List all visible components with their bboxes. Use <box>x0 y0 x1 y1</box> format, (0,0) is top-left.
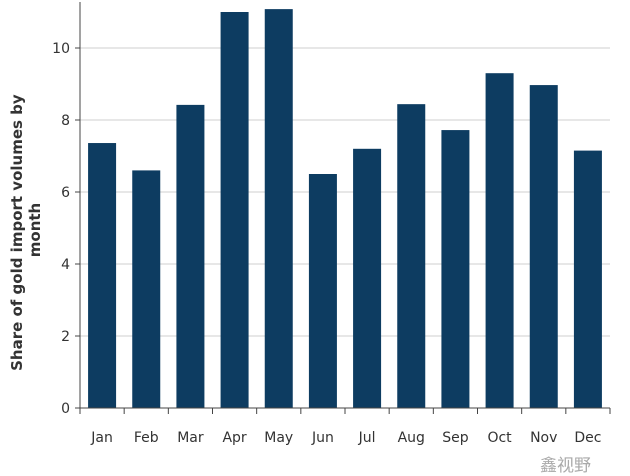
x-tick-label: Feb <box>134 430 159 446</box>
bar-dec <box>573 150 602 408</box>
y-tick-label: 4 <box>61 257 70 273</box>
x-tick-label: Jul <box>358 430 376 446</box>
y-tick-label: 2 <box>61 329 70 345</box>
bar-sep <box>441 130 470 408</box>
bar-may <box>264 9 293 409</box>
x-tick-label: Jan <box>90 430 113 446</box>
x-tick-label: May <box>264 430 293 446</box>
y-tick-label: 8 <box>61 113 70 129</box>
x-tick-label: Apr <box>222 430 246 446</box>
watermark: 鑫视野 <box>540 456 591 476</box>
y-axis-label-line-2: month <box>26 203 44 257</box>
x-tick-label: Sep <box>442 430 469 446</box>
gridlines <box>80 47 610 337</box>
bars <box>88 9 602 409</box>
bar-oct <box>485 73 514 408</box>
x-tick-label: Oct <box>487 430 512 446</box>
y-axis-label: Share of gold import volumes by month <box>8 89 44 371</box>
bar-nov <box>529 85 558 408</box>
y-tick-label: 0 <box>61 401 70 417</box>
bar-jul <box>353 148 382 409</box>
x-tick-label: Aug <box>398 430 425 446</box>
x-tick-label: Jun <box>311 430 334 446</box>
x-tick-label: Mar <box>177 430 204 446</box>
bar-apr <box>220 12 249 408</box>
bar-feb <box>132 170 161 408</box>
y-axis-label-line-1: Share of gold import volumes by <box>8 94 26 371</box>
axes: 0 2 4 6 8 10 Jan Feb Mar Apr May Jun Jul Aug Sep Oct Nov… <box>52 2 611 446</box>
bar-jun <box>308 174 337 408</box>
bar-jan <box>88 143 117 409</box>
y-tick-label: 6 <box>61 185 70 201</box>
x-tick-label: Nov <box>530 430 557 446</box>
x-tick-label: Dec <box>574 430 601 446</box>
bar-aug <box>397 104 426 408</box>
bar-mar <box>176 104 205 408</box>
y-tick-label: 10 <box>52 41 70 57</box>
